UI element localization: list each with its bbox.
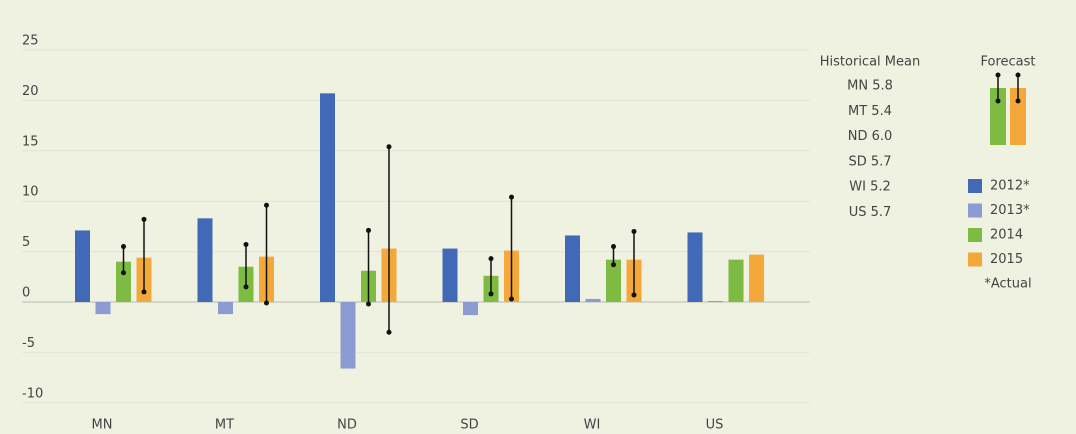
error-high [243,242,249,248]
error-low [264,300,269,306]
historical-mean-item: MN 5.8 [847,79,893,94]
bar [75,230,90,302]
legend-label: 2012* [990,179,1030,194]
y-tick-label: -10 [22,386,43,401]
error-low [611,262,616,268]
forecast-label: Forecast [980,55,1035,70]
error-high [264,202,269,208]
error-low [141,289,147,295]
error-high [121,244,126,250]
error-low [366,301,371,307]
bar [442,248,458,302]
bar [565,235,580,302]
bar [197,218,213,302]
bar [687,232,703,302]
x-tick-label: ND [337,418,357,433]
x-tick-label: WI [584,418,601,433]
bar [218,302,233,315]
x-tick-label: SD [460,418,478,433]
bar [728,259,744,302]
bar [749,254,764,302]
historical-mean-item: US 5.7 [849,205,892,220]
error-high [488,256,494,262]
error-high [366,227,371,233]
x-tick-label: US [706,418,724,433]
error-low [243,284,249,290]
y-tick-label: 5 [22,235,30,250]
error-low [121,270,126,276]
legend-swatch [968,252,982,267]
x-tick-label: MT [215,418,234,433]
bar [340,302,356,369]
y-tick-label: -5 [22,336,35,351]
bar [463,302,478,316]
error-low [509,296,514,302]
bar [95,302,111,315]
y-tick-label: 0 [22,286,30,301]
historical-mean-item: WI 5.2 [849,180,891,195]
y-tick-label: 10 [22,185,39,200]
y-tick-label: 25 [22,34,39,49]
legend-label: 2013* [990,203,1030,218]
bar [116,261,131,302]
error-low [488,291,494,297]
historical-mean-item: MT 5.4 [848,104,892,119]
historical-mean-title: Historical Mean [820,55,920,70]
x-tick-label: MN [92,418,113,433]
footnote: *Actual [984,277,1031,292]
error-high [611,244,616,250]
bar [606,259,621,302]
error-high [386,144,392,150]
error-high [509,194,514,200]
legend-swatch [968,179,982,193]
bar [585,298,601,302]
legend-label: 2015 [990,252,1023,267]
legend-label: 2014 [990,228,1023,243]
legend-swatch [968,203,982,218]
error-high [631,228,637,234]
error-low [386,329,392,335]
error-low [631,292,637,298]
y-tick-label: 20 [22,84,39,99]
y-tick-label: 15 [22,134,39,149]
bar [320,93,335,303]
historical-mean-item: SD 5.7 [848,154,891,169]
forecast-icon [990,72,1026,145]
error-high [141,216,147,222]
historical-mean-item: ND 6.0 [848,129,893,144]
legend-swatch [968,228,982,242]
bar [708,300,723,302]
